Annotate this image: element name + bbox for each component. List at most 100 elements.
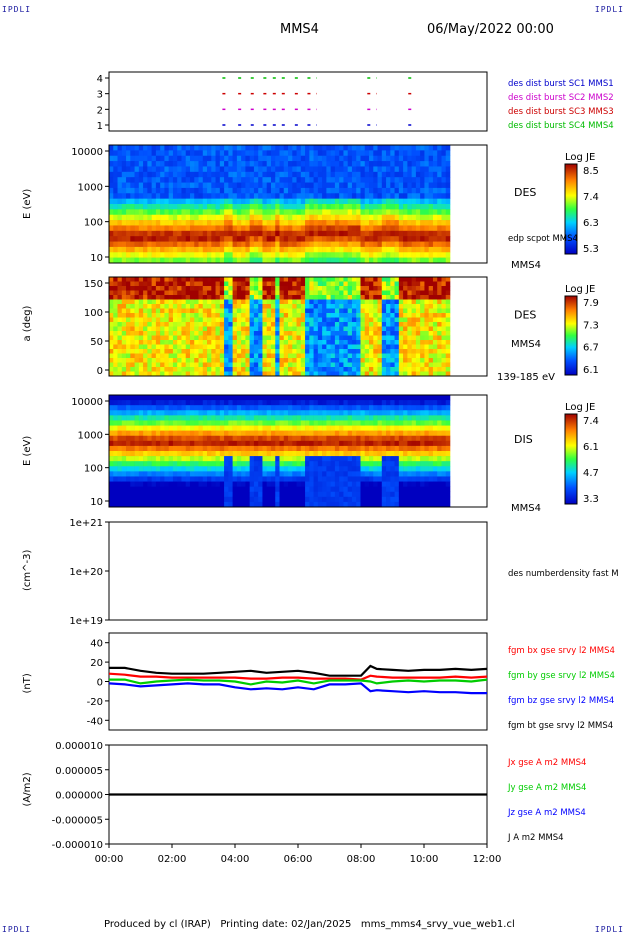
des-energy-spectrogram-cell <box>403 150 408 157</box>
dis-energy-spectrogram-cell <box>207 461 212 467</box>
des-pitch-spectrogram-cell <box>198 358 204 363</box>
dis-energy-spectrogram-cell <box>322 435 327 442</box>
des-pitch-spectrogram-cell <box>130 317 135 323</box>
dis-energy-spectrogram-cell <box>130 425 135 431</box>
dis-energy-spectrogram-cell <box>138 496 144 503</box>
dis-energy-spectrogram-cell <box>249 415 255 421</box>
dis-energy-spectrogram-cell <box>249 496 255 503</box>
des-energy-spectrogram-cell <box>172 182 178 189</box>
des-pitch-spectrogram-cell <box>296 304 302 309</box>
des-energy-spectrogram-cell <box>394 252 400 258</box>
des-energy-spectrogram-cell <box>432 166 438 173</box>
dis-energy-spectrogram-cell <box>369 440 374 447</box>
des-energy-spectrogram-cell <box>253 198 259 205</box>
des-pitch-spectrogram-cell <box>403 295 408 300</box>
des-pitch-spectrogram-cell <box>270 299 276 305</box>
des-pitch-spectrogram-cell <box>194 344 199 350</box>
dis-energy-spectrogram-cell <box>343 430 348 437</box>
des-energy-spectrogram-cell <box>424 230 429 237</box>
des-pitch-spectrogram-cell <box>437 367 442 372</box>
des-pitch-spectrogram-cell <box>305 277 310 282</box>
des-energy-spectrogram-cell <box>198 155 204 162</box>
des-pitch-spectrogram-cell <box>351 299 357 305</box>
dis-energy-spectrogram-cell <box>117 466 123 472</box>
des-pitch-spectrogram-cell <box>211 295 216 300</box>
dis-energy-spectrogram-cell <box>147 486 152 493</box>
dis-energy-spectrogram-cell <box>143 456 148 462</box>
des-energy-spectrogram-cell <box>143 230 148 237</box>
des-energy-spectrogram-cell <box>138 230 144 237</box>
dis-energy-spectrogram-cell <box>309 476 314 482</box>
des-energy-spectrogram-cell <box>185 236 191 242</box>
des-pitch-spectrogram-cell <box>253 349 259 354</box>
des-pitch-spectrogram-cell <box>373 326 378 332</box>
des-pitch-spectrogram-cell <box>194 308 199 314</box>
des-pitch-spectrogram-cell <box>373 299 378 305</box>
des-pitch-spectrogram-cell <box>189 290 195 296</box>
dis-energy-spectrogram-cell <box>117 405 123 411</box>
des-pitch-spectrogram-cell <box>326 335 331 341</box>
des-energy-spectrogram-cell <box>339 225 344 232</box>
dis-energy-spectrogram-cell <box>369 395 374 401</box>
des-pitch-spectrogram-cell <box>351 322 357 327</box>
des-energy-spectrogram-cell <box>283 171 289 178</box>
des-energy-spectrogram-cell <box>270 198 276 205</box>
des-energy-spectrogram-cell <box>322 230 327 237</box>
des-pitch-spectrogram-cell <box>143 362 148 368</box>
des-pitch-spectrogram-cell <box>130 353 135 359</box>
dis-energy-spectrogram-cell <box>322 481 327 487</box>
dis-energy-spectrogram-cell <box>172 471 178 477</box>
des-energy-spectrogram-cell <box>339 220 344 226</box>
dis-energy-spectrogram-cell <box>309 400 314 406</box>
des-pitch-spectrogram-cell <box>381 371 387 377</box>
des-pitch-spectrogram-cell <box>334 335 340 341</box>
des-pitch-spectrogram-cell <box>403 367 408 372</box>
dis-energy-spectrogram-cell <box>300 430 306 437</box>
des-pitch-spectrogram-cell <box>309 335 314 341</box>
des-pitch-spectrogram-cell <box>258 322 263 327</box>
dis-energy-spectrogram-cell <box>121 400 127 406</box>
des-energy-spectrogram-cell <box>305 187 310 194</box>
des-pitch-spectrogram-cell <box>326 371 331 377</box>
des-pitch-spectrogram-cell <box>160 349 165 354</box>
des-energy-spectrogram-cell <box>232 187 238 194</box>
des-pitch-spectrogram-cell <box>181 308 187 314</box>
des-energy-spectrogram-cell <box>437 225 442 232</box>
des-pitch-spectrogram-cell <box>168 340 174 345</box>
dis-energy-spectrogram-cell <box>109 400 114 406</box>
des-pitch-spectrogram-cell <box>407 281 412 287</box>
des-pitch-spectrogram-cell <box>253 344 259 350</box>
des-pitch-spectrogram-cell <box>160 308 165 314</box>
dis-energy-spectrogram-cell <box>160 430 165 437</box>
des-pitch-spectrogram-cell <box>232 313 238 318</box>
des-energy-spectrogram-cell <box>245 161 250 167</box>
dis-energy-spectrogram-cell <box>113 415 118 421</box>
dis-energy-spectrogram-cell <box>151 445 157 452</box>
spacecraft-title: MMS4 <box>280 22 319 37</box>
dis-energy-spectrogram-cell <box>126 501 131 508</box>
dis-energy-spectrogram-cell <box>147 405 152 411</box>
dis-energy-spectrogram-cell <box>219 420 225 426</box>
des-energy-spectrogram-cell <box>155 166 161 173</box>
dis-energy-spectrogram-cell <box>313 400 319 406</box>
des-energy-spectrogram-cell <box>249 161 255 167</box>
des-pitch-spectrogram-cell <box>160 313 165 318</box>
des-energy-spectrogram-cell <box>428 193 434 199</box>
des-energy-spectrogram-cell <box>130 225 135 232</box>
des-energy-spectrogram-cell <box>386 214 391 221</box>
des-energy-spectrogram-cell <box>151 246 157 253</box>
dis-energy-spectrogram-cell <box>360 405 366 411</box>
des-energy-spectrogram-cell <box>172 187 178 194</box>
dis-energy-spectrogram-cell <box>126 420 131 426</box>
des-pitch-spectrogram-cell <box>241 290 246 296</box>
dis-energy-spectrogram-cell <box>330 456 336 462</box>
des-energy-spectrogram-cell <box>143 187 148 194</box>
des-pitch-spectrogram-cell <box>177 322 182 327</box>
dis-energy-spectrogram-cell <box>194 461 199 467</box>
des-energy-spectrogram-cell <box>211 246 216 253</box>
dis-energy-spectrogram-cell <box>172 451 178 457</box>
des-energy-spectrogram-cell <box>394 155 400 162</box>
des-pitch-spectrogram-cell <box>241 340 246 345</box>
dis-energy-spectrogram-cell <box>211 415 216 421</box>
dis-energy-spectrogram-cell <box>356 486 361 493</box>
